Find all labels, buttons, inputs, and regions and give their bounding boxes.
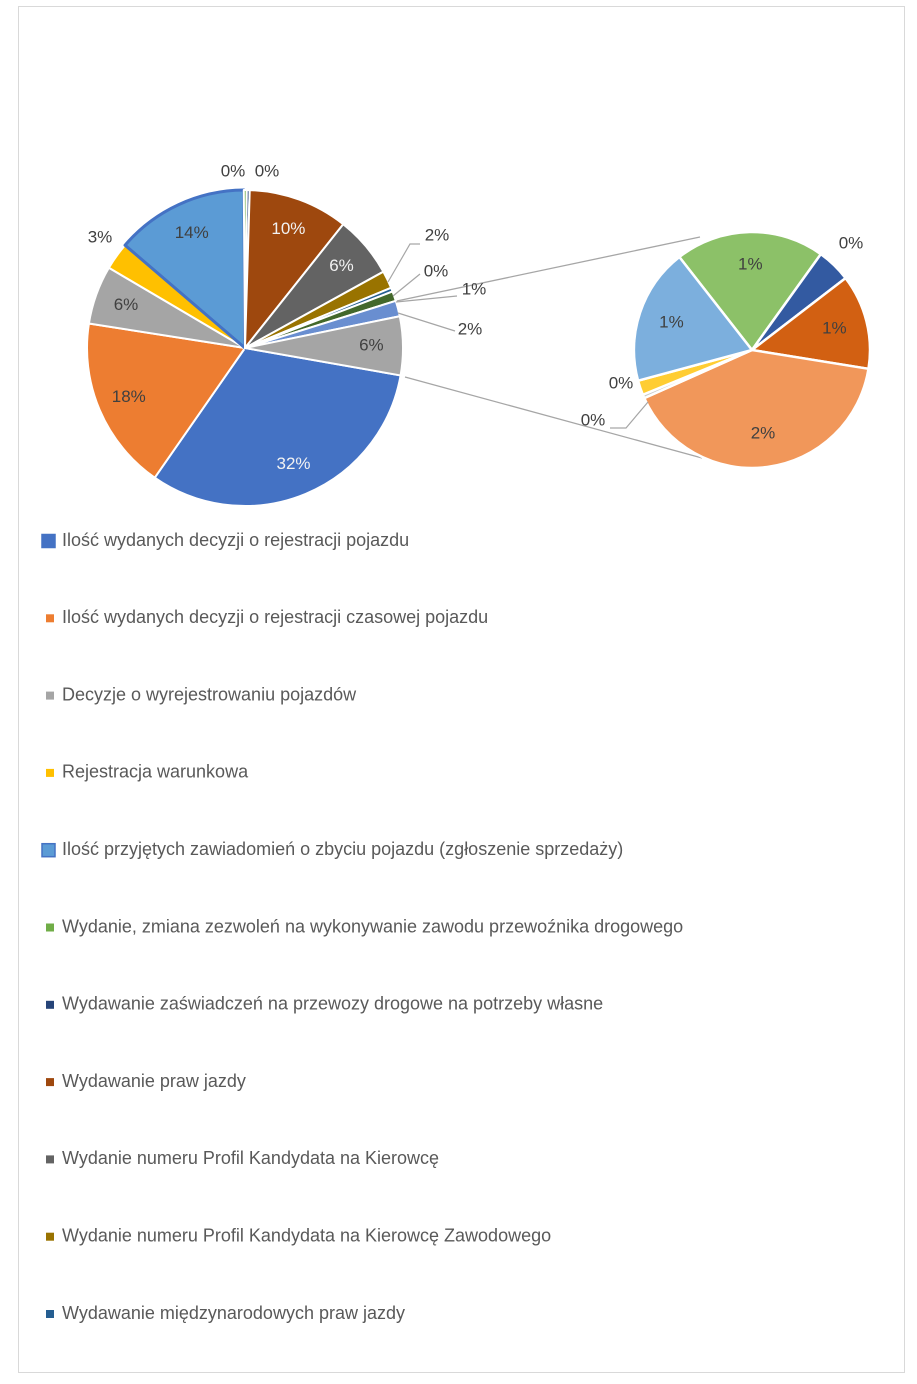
data-label: 6%: [359, 336, 384, 355]
secondary-pie-slice: [643, 348, 870, 470]
pie-slice: [244, 315, 404, 377]
legend-label: Ilość przyjętych zawiadomień o zbyciu po…: [62, 839, 623, 859]
data-label: 32%: [277, 454, 311, 473]
legend-marker: [46, 1155, 54, 1164]
legend-marker: [46, 1078, 54, 1087]
legend-label: Wydawanie zaświadczeń na przewozy drogow…: [62, 994, 603, 1014]
pie-slice: [123, 188, 247, 350]
connector-line: [391, 236, 701, 303]
data-label: 2%: [458, 319, 483, 338]
pie-slice: [86, 322, 246, 479]
data-label: 0%: [424, 261, 449, 280]
legend-label: Wydawanie międzynarodowych praw jazdy: [62, 1303, 405, 1323]
legend-marker: [46, 1000, 54, 1009]
legend-marker: [46, 923, 54, 932]
legend-marker: [46, 1232, 54, 1241]
legend-label: Wydanie, zmiana zezwoleń na wykonywanie …: [62, 916, 683, 936]
secondary-pie-slice: [678, 230, 823, 352]
data-label: 10%: [271, 219, 305, 238]
secondary-pie-slice: [632, 255, 754, 382]
legend-label: Decyzje o wyrejestrowaniu pojazdów: [62, 684, 357, 704]
leader-line: [610, 401, 649, 429]
pie-slice: [244, 189, 345, 349]
data-label: 1%: [738, 255, 763, 274]
connector-line: [404, 376, 703, 459]
data-label: 0%: [839, 233, 864, 252]
data-label: 0%: [255, 161, 280, 180]
data-label: 18%: [112, 387, 146, 406]
data-label: 1%: [462, 279, 487, 298]
legend-label: Wydanie numeru Profil Kandydata na Kiero…: [62, 1225, 551, 1245]
legend-label: Ilość wydanych decyzji o rejestracji poj…: [62, 530, 409, 550]
legend-label: Ilość wydanych decyzji o rejestracji cza…: [62, 607, 488, 627]
leader-line: [387, 243, 420, 283]
secondary-pie-slice: [750, 276, 872, 371]
pie-slice: [153, 347, 402, 507]
data-label: 1%: [822, 319, 847, 338]
data-label: 2%: [425, 225, 450, 244]
legend-label: Wydawanie praw jazdy: [62, 1071, 246, 1091]
data-label: 0%: [581, 410, 606, 429]
leader-line: [392, 273, 421, 297]
legend-marker: [46, 1310, 54, 1318]
legend-marker: [41, 533, 56, 549]
legend-marker: [46, 614, 54, 623]
legend-marker: [46, 691, 54, 700]
data-label: 6%: [114, 295, 139, 314]
leader-line: [395, 295, 458, 303]
legend-label: Wydanie numeru Profil Kandydata na Kiero…: [62, 1148, 439, 1168]
data-label: 6%: [329, 256, 354, 275]
data-label: 0%: [221, 161, 246, 180]
legend-label: Rejestracja warunkowa: [62, 762, 249, 782]
leader-line: [397, 312, 456, 332]
legend-marker: [46, 768, 54, 777]
data-label: 0%: [609, 373, 634, 392]
legend-marker: [41, 842, 56, 858]
data-label: 1%: [659, 313, 684, 332]
data-label: 3%: [88, 227, 113, 246]
data-label: 2%: [751, 424, 776, 443]
data-label: 14%: [175, 223, 209, 242]
